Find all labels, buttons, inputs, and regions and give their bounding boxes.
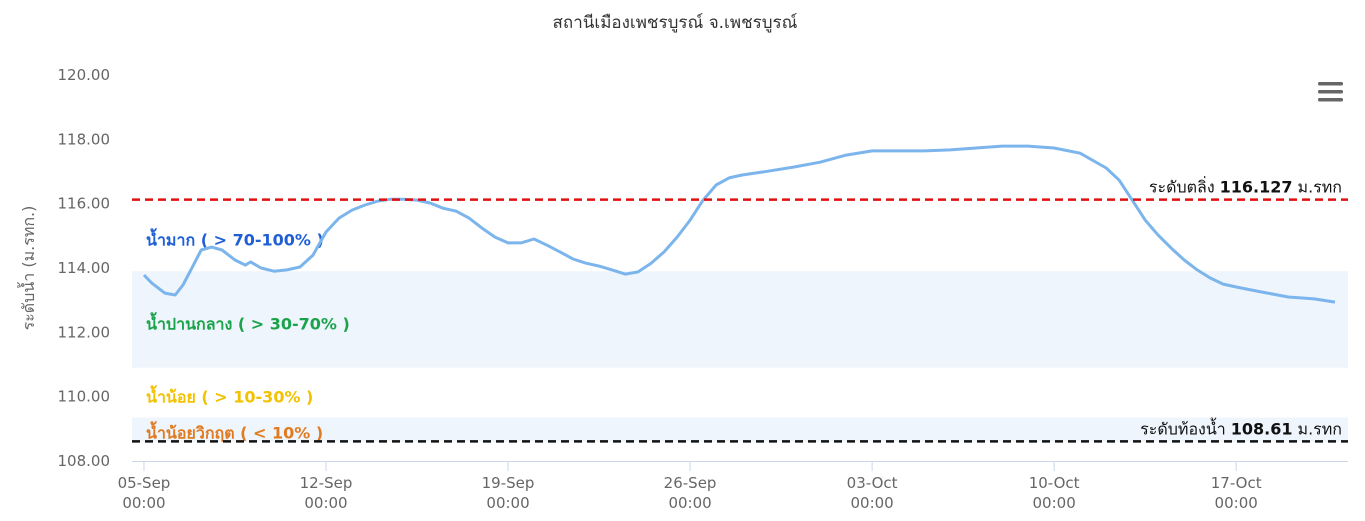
x-tick-label: 26-Sep 00:00	[664, 474, 717, 512]
y-tick-label: 118.00	[58, 130, 111, 148]
reference-label-unit: ม.รทก	[1298, 178, 1342, 197]
x-tick-label: 17-Oct 00:00	[1211, 474, 1262, 512]
zone-label: น้ำมาก ( > 70-100% )	[146, 228, 324, 250]
reference-label-name: ระดับท้องน้ำ	[1140, 417, 1226, 438]
plot-band	[132, 417, 1348, 442]
reference-label-name: ระดับตลิ่ง	[1149, 176, 1215, 197]
reference-label: ระดับตลิ่ง 116.127 ม.รทก	[1149, 176, 1342, 197]
y-tick-label: 108.00	[58, 452, 111, 470]
menu-button[interactable]	[1318, 82, 1343, 102]
y-tick-label: 120.00	[58, 66, 111, 84]
zone-label: น้ำน้อยวิกฤต ( < 10% )	[146, 421, 323, 443]
chart-title: สถานีเมืองเพชรบูรณ์ จ.เพชรบูรณ์	[553, 13, 798, 33]
y-tick-label: 114.00	[58, 259, 111, 277]
zone-label: น้ำน้อย ( > 10-30% )	[146, 385, 313, 407]
zone-label: น้ำปานกลาง ( > 30-70% )	[146, 311, 350, 333]
y-tick-label: 116.00	[58, 195, 111, 213]
y-tick-label: 110.00	[58, 388, 111, 406]
x-tick-label: 05-Sep 00:00	[118, 474, 171, 512]
y-tick-label: 112.00	[58, 323, 111, 341]
x-tick-label: 12-Sep 00:00	[300, 474, 353, 512]
reference-label-value: 116.127	[1220, 178, 1293, 197]
x-tick-label: 19-Sep 00:00	[482, 474, 535, 512]
reference-label-unit: ม.รทก	[1298, 419, 1342, 438]
x-tick-label: 03-Oct 00:00	[847, 474, 898, 512]
series-line	[142, 144, 1336, 304]
reference-label: ระดับท้องน้ำ 108.61 ม.รทก	[1140, 417, 1342, 438]
x-tick-label: 10-Oct 00:00	[1029, 474, 1080, 512]
plot-band	[132, 271, 1348, 368]
y-axis-title: ระดับน้ำ (ม.รทก.)	[17, 206, 38, 331]
reference-label-value: 108.61	[1231, 419, 1293, 438]
